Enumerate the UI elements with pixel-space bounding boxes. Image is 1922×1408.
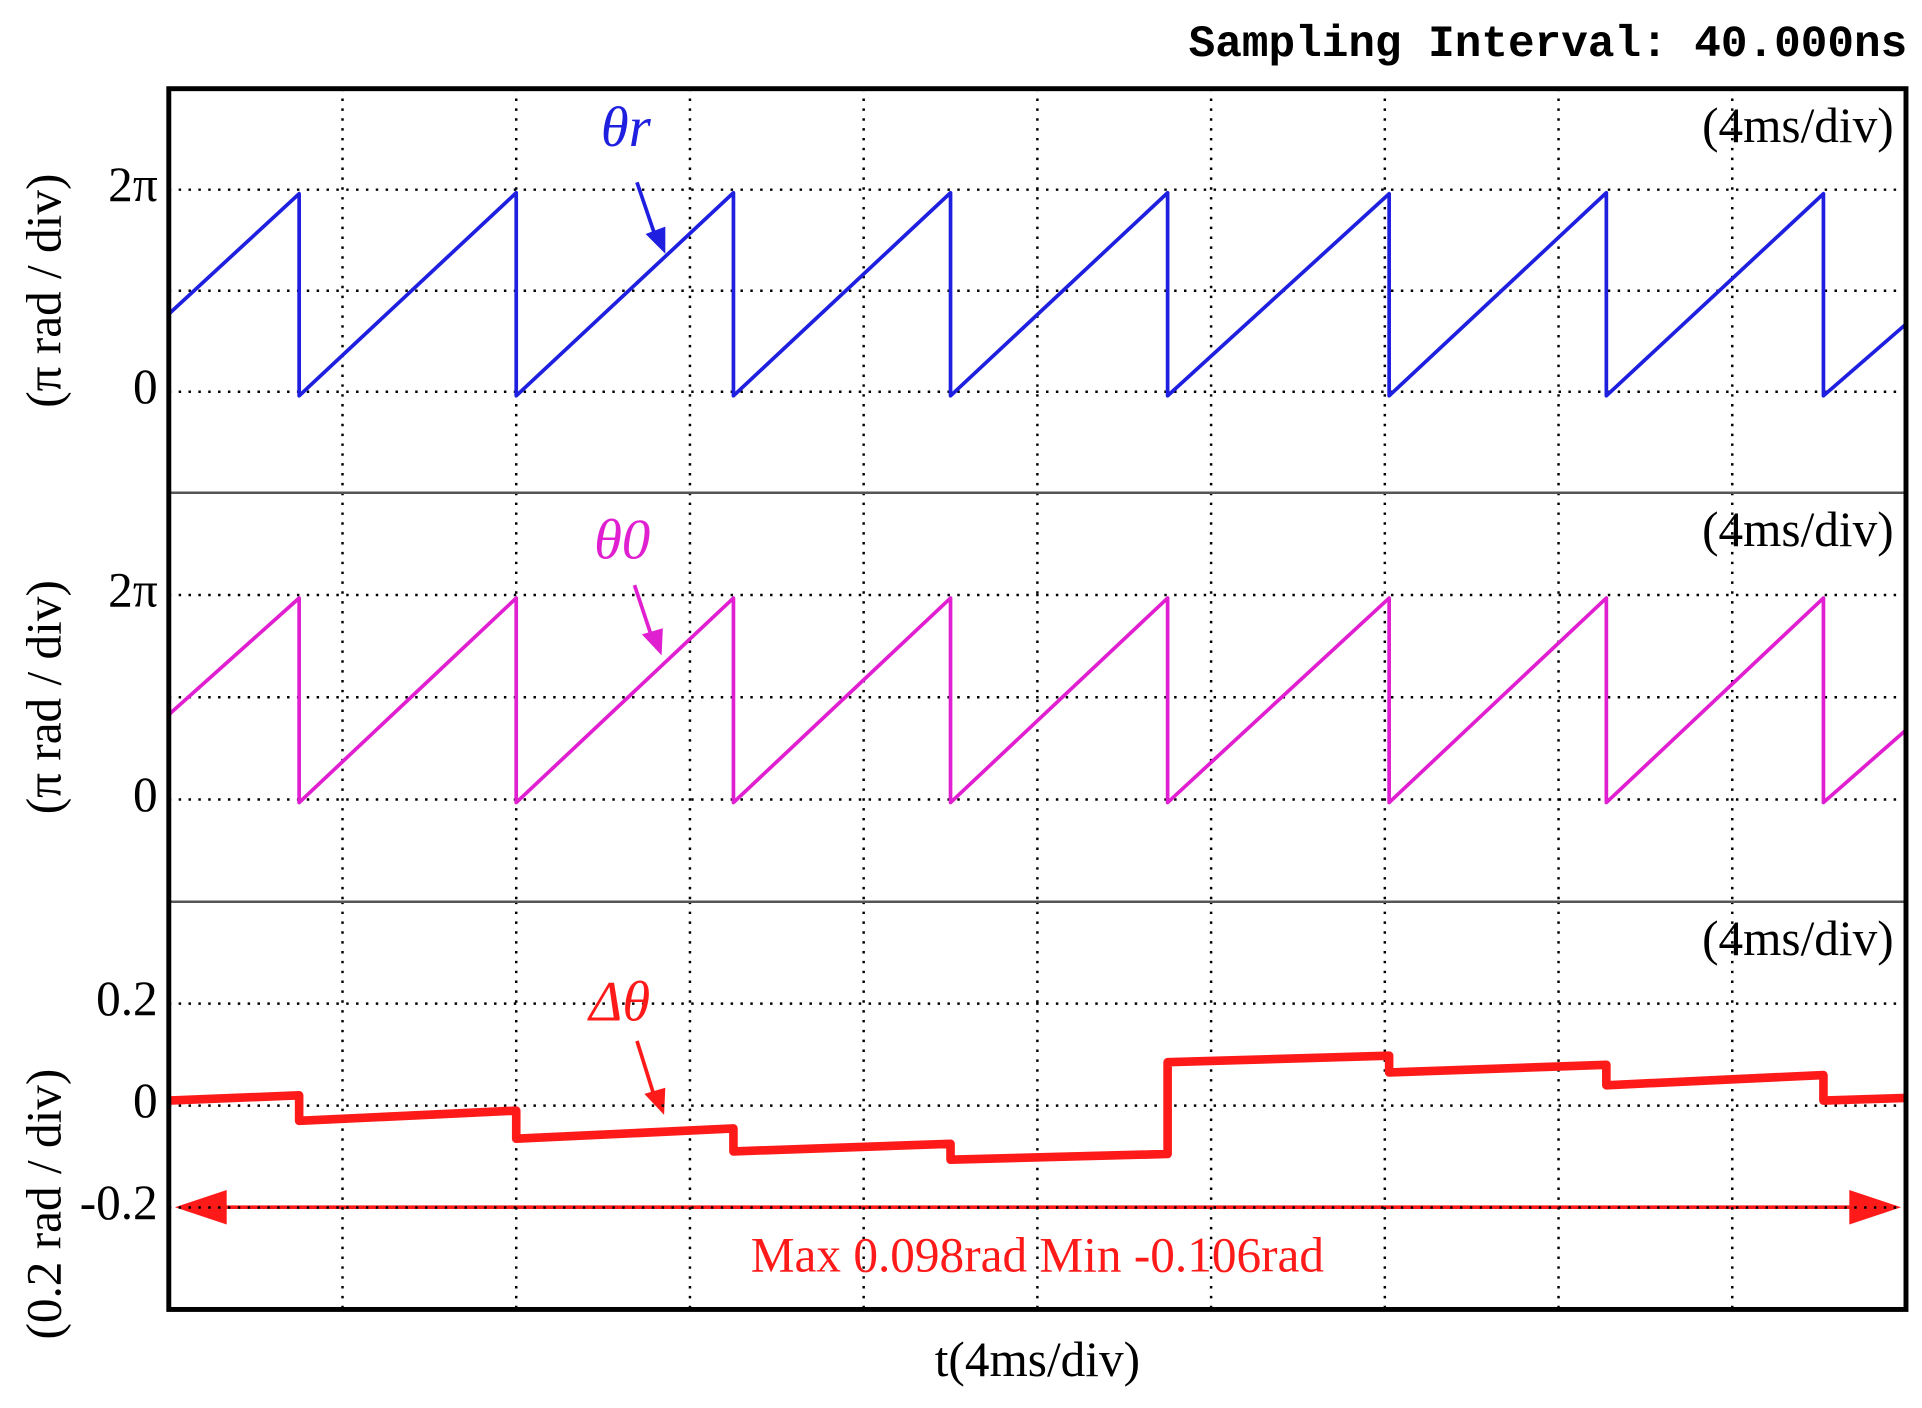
series-line: [167, 596, 1908, 805]
sampling-interval: Sampling Interval: 40.000ns: [1189, 20, 1908, 70]
y-tick-label: 2π: [108, 562, 158, 617]
arrow-line: [632, 584, 655, 642]
arrow-head: [644, 1087, 666, 1115]
y-tick-label: 2π: [108, 157, 158, 212]
series-label: θr: [601, 97, 652, 159]
arrow-head: [645, 226, 666, 254]
y-tick-label: 0: [133, 767, 158, 822]
series-line: [168, 1051, 1907, 1164]
arrow-line: [635, 181, 659, 241]
panel-note: Max 0.098rad Min -0.106rad: [751, 1227, 1325, 1282]
y-tick-label: 0.2: [96, 971, 158, 1026]
panel-annotation: (4ms/div): [1702, 502, 1894, 557]
y-tick-label: 0: [133, 1073, 158, 1128]
x-axis-label: t(4ms/div): [935, 1332, 1140, 1387]
arrow-line: [635, 1040, 658, 1101]
arrow-head: [641, 628, 663, 656]
panel-annotation: (4ms/div): [1702, 911, 1894, 966]
y-axis-label: (π rad / div): [17, 580, 72, 814]
panel-annotation: (4ms/div): [1702, 98, 1894, 153]
y-axis-label: (0.2 rad / div): [17, 1069, 72, 1340]
y-tick-label: 0: [133, 359, 158, 414]
series-label: θ0: [594, 510, 650, 572]
plot-frame: [166, 86, 1909, 1312]
series-label: Δθ: [587, 972, 650, 1034]
arrows: [174, 181, 1902, 1225]
y-tick-label: -0.2: [80, 1175, 158, 1230]
y-axis-label: (π rad / div): [17, 174, 72, 408]
series-line: [167, 190, 1908, 398]
